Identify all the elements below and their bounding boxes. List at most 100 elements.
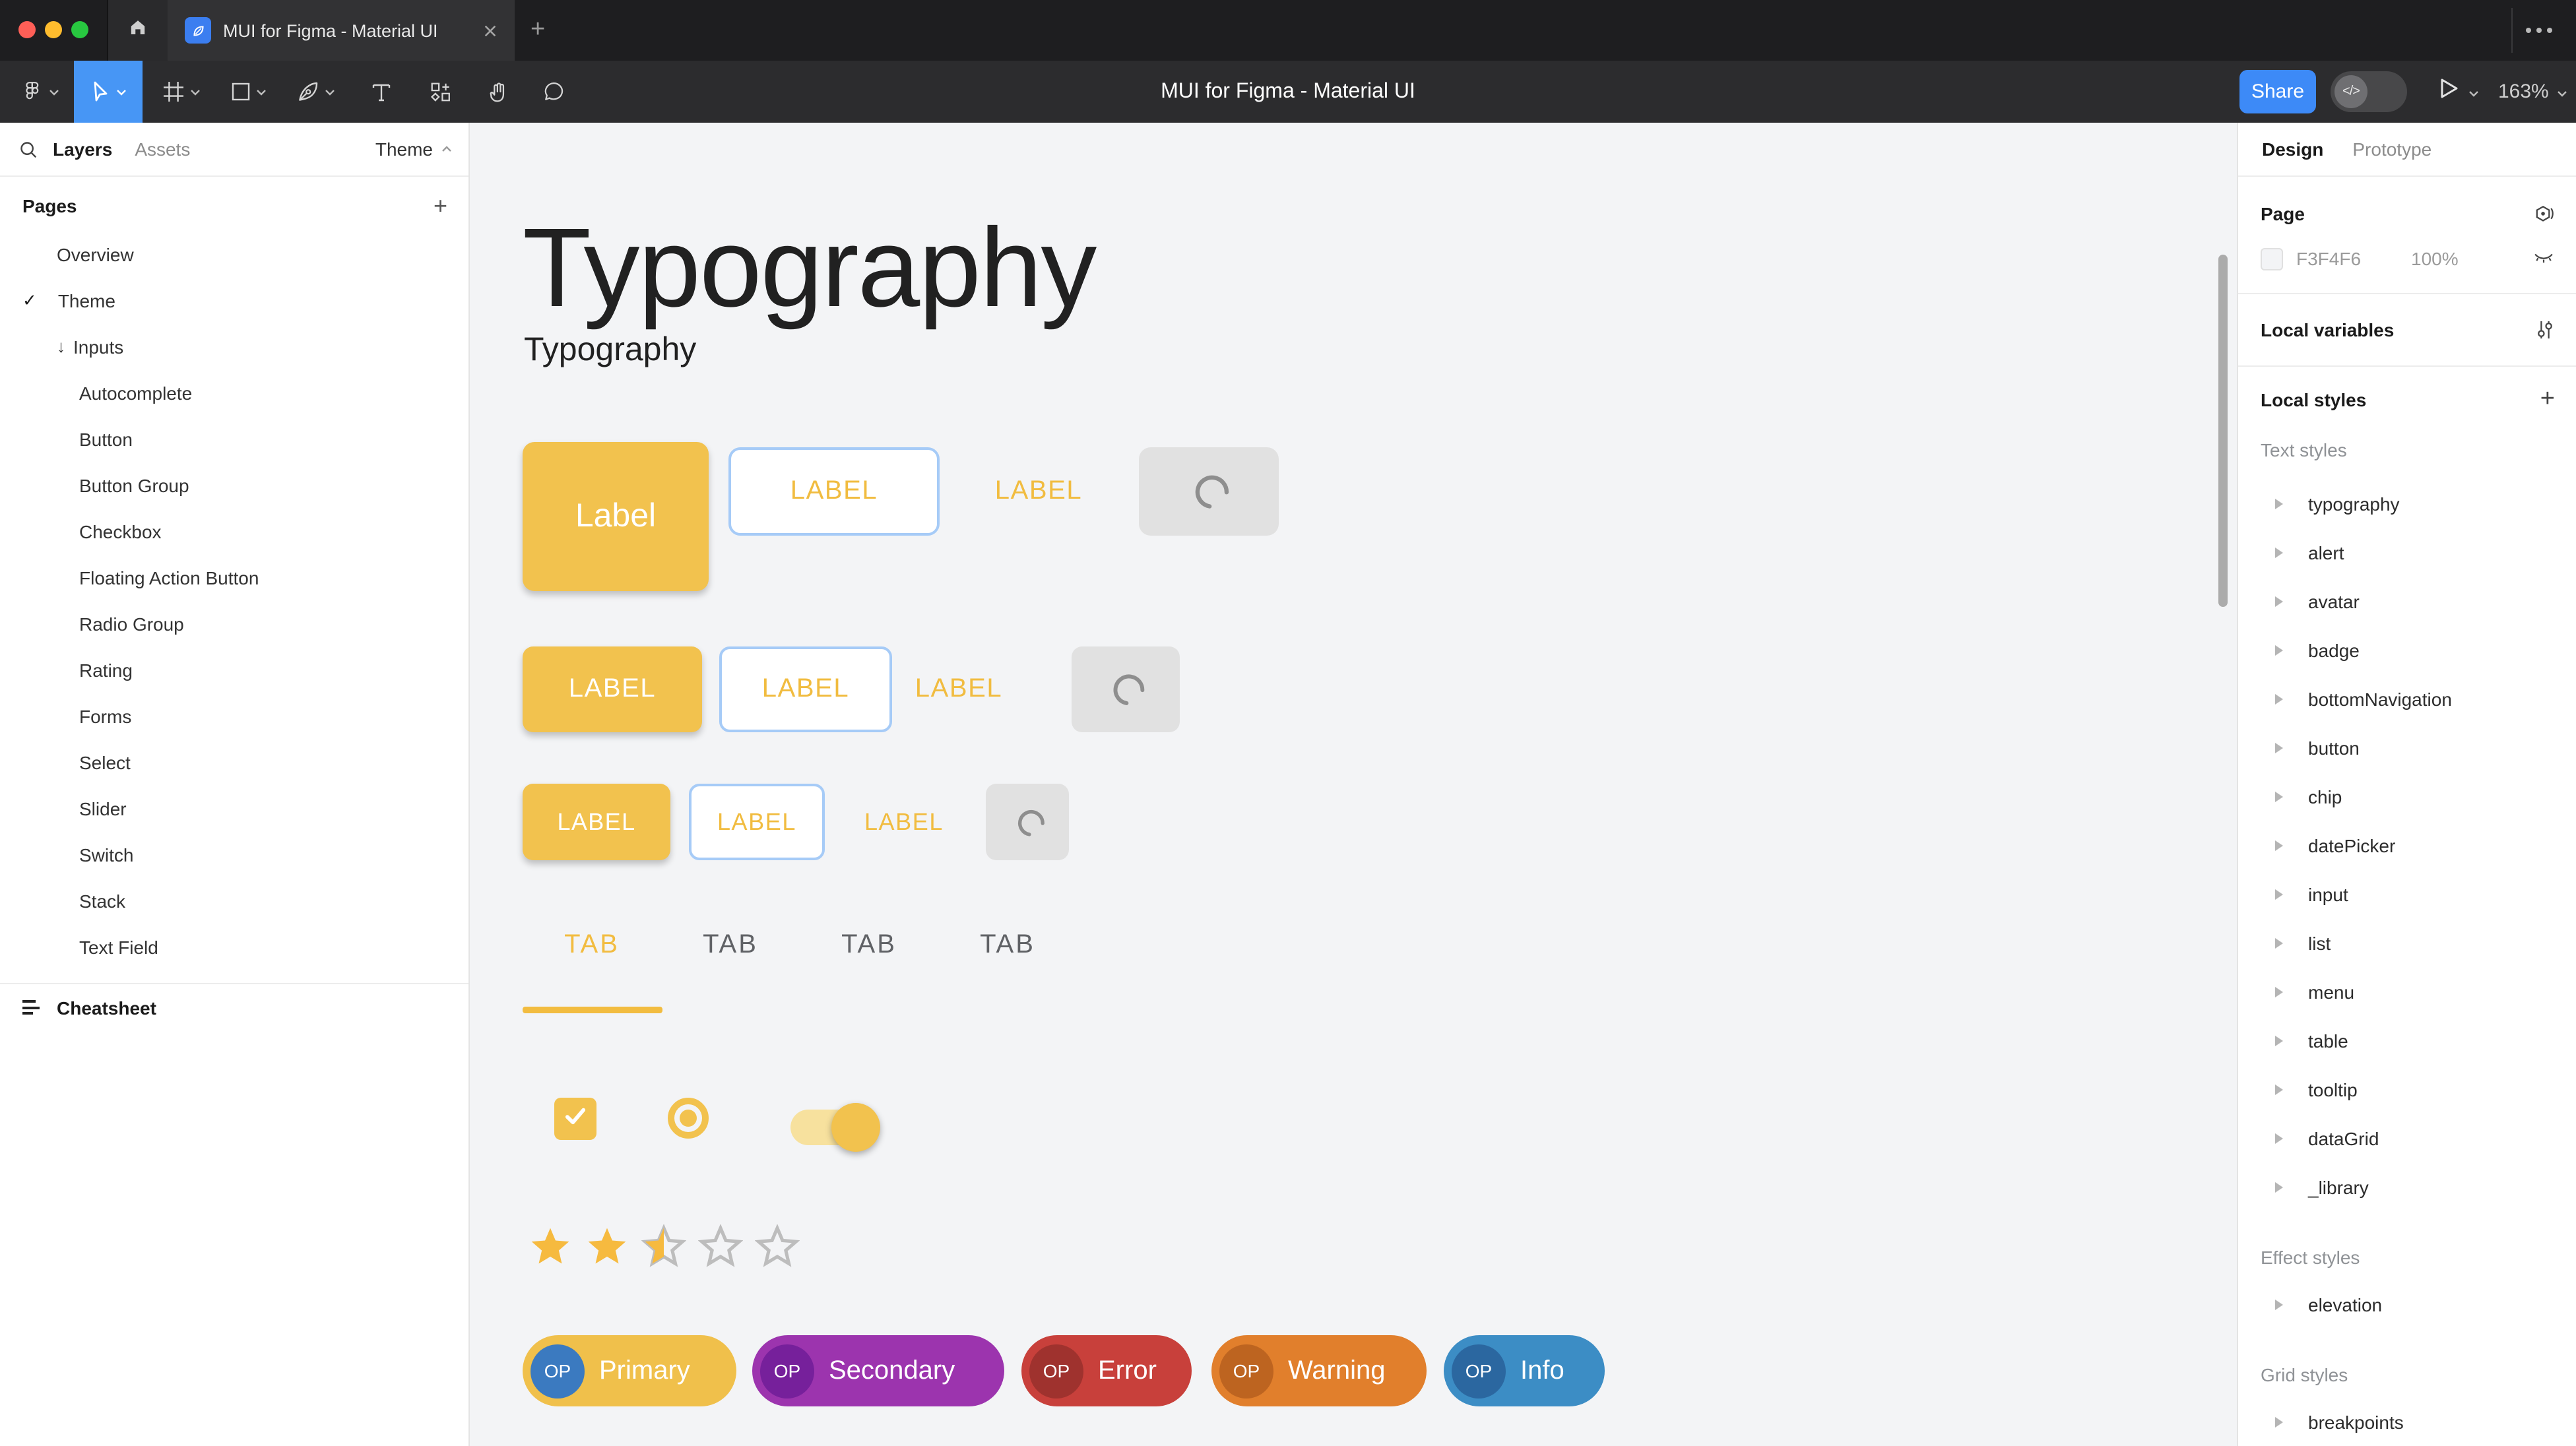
page-color-swatch[interactable]	[2261, 247, 2283, 270]
present-button[interactable]	[2440, 78, 2459, 106]
tab-assets[interactable]: Assets	[135, 139, 191, 160]
disclosure-triangle-icon[interactable]	[2275, 1300, 2283, 1310]
shape-tool-button[interactable]	[219, 61, 277, 123]
resources-tool-button[interactable]	[417, 61, 462, 123]
sidebar-page-radio-group[interactable]: Radio Group	[79, 613, 184, 634]
disclosure-triangle-icon[interactable]	[2275, 938, 2283, 949]
window-close-button[interactable]	[18, 21, 36, 38]
disclosure-triangle-icon[interactable]	[2275, 694, 2283, 705]
text-tool-button[interactable]	[359, 61, 404, 123]
design-canvas[interactable]: Typography Typography Label LABEL LABEL …	[470, 123, 2237, 1446]
present-options-chevron-icon[interactable]	[2468, 80, 2480, 104]
sidebar-page-floating-action-button[interactable]: Floating Action Button	[79, 567, 259, 588]
radio-selected[interactable]	[668, 1098, 709, 1139]
sidebar-page-button[interactable]: Button	[79, 428, 133, 449]
main-menu-button[interactable]	[11, 61, 69, 123]
style-item-menu[interactable]: menu	[2238, 970, 2576, 1015]
disclosure-triangle-icon[interactable]	[2275, 840, 2283, 851]
home-button[interactable]	[107, 0, 168, 61]
sidebar-page-checkbox[interactable]: Checkbox	[79, 520, 162, 542]
style-item-avatar[interactable]: avatar	[2238, 579, 2576, 624]
move-tool-button[interactable]	[74, 61, 143, 123]
disclosure-triangle-icon[interactable]	[2275, 1182, 2283, 1193]
checkbox-checked[interactable]	[554, 1098, 596, 1140]
tab-layers[interactable]: Layers	[53, 139, 113, 160]
star-outline-icon[interactable]	[754, 1224, 800, 1276]
sidebar-page-slider[interactable]: Slider	[79, 798, 127, 819]
window-minimize-button[interactable]	[45, 21, 62, 38]
page-color-hex[interactable]: F3F4F6	[2296, 248, 2362, 269]
chip-primary[interactable]: OP Primary	[523, 1335, 736, 1406]
contained-button-large[interactable]: Label	[523, 442, 709, 591]
disclosure-triangle-icon[interactable]	[2275, 548, 2283, 558]
chip-info[interactable]: OP Info	[1444, 1335, 1605, 1406]
canvas-scrollbar[interactable]	[2218, 255, 2228, 607]
text-button-small[interactable]: LABEL	[864, 808, 944, 834]
style-item-alert[interactable]: alert	[2238, 530, 2576, 575]
disclosure-triangle-icon[interactable]	[2275, 1417, 2283, 1428]
contained-button-small[interactable]: LABEL	[523, 784, 670, 860]
visibility-hidden-eye-icon[interactable]	[2532, 251, 2555, 267]
search-icon[interactable]	[18, 139, 38, 159]
disclosure-triangle-icon[interactable]	[2275, 645, 2283, 656]
variables-sliders-icon[interactable]	[2535, 319, 2555, 340]
loading-button-medium[interactable]	[1072, 646, 1180, 732]
disclosure-triangle-icon[interactable]	[2275, 1084, 2283, 1095]
disclosure-triangle-icon[interactable]	[2275, 1036, 2283, 1046]
outlined-button-small[interactable]: LABEL	[689, 784, 825, 860]
sidebar-page-switch[interactable]: Switch	[79, 844, 134, 865]
style-item-library[interactable]: _library	[2238, 1165, 2576, 1210]
disclosure-triangle-icon[interactable]	[2275, 1133, 2283, 1144]
chip-warning[interactable]: OP Warning	[1211, 1335, 1427, 1406]
style-item-elevation[interactable]: elevation	[2238, 1282, 2576, 1327]
style-item-breakpoints[interactable]: breakpoints	[2238, 1400, 2576, 1445]
sidebar-page-button-group[interactable]: Button Group	[79, 474, 189, 495]
file-tab[interactable]: MUI for Figma - Material UI	[168, 0, 515, 61]
frame-tool-button[interactable]	[150, 61, 211, 123]
add-page-button[interactable]: +	[433, 192, 447, 218]
text-button-medium[interactable]: LABEL	[915, 674, 1003, 703]
disclosure-triangle-icon[interactable]	[2275, 792, 2283, 802]
contained-button-medium[interactable]: LABEL	[523, 646, 702, 732]
page-color-opacity[interactable]: 100%	[2411, 248, 2459, 269]
window-overflow-menu[interactable]	[2526, 28, 2552, 33]
star-half-icon[interactable]	[641, 1224, 686, 1269]
disclosure-triangle-icon[interactable]	[2275, 743, 2283, 753]
chevron-up-icon[interactable]	[441, 145, 453, 153]
disclosure-triangle-icon[interactable]	[2275, 889, 2283, 900]
switch-thumb[interactable]	[831, 1103, 880, 1152]
dev-mode-toggle[interactable]: </>	[2331, 71, 2407, 112]
comment-tool-button[interactable]	[531, 61, 575, 123]
outlined-button-medium[interactable]: LABEL	[719, 646, 892, 732]
style-item-datePicker[interactable]: datePicker	[2238, 823, 2576, 868]
tab-item-selected[interactable]: TAB	[564, 930, 620, 959]
canvas-heading-h1[interactable]: Typography	[523, 206, 1097, 331]
hand-tool-button[interactable]	[475, 61, 520, 123]
sidebar-page-forms[interactable]: Forms	[79, 705, 132, 726]
style-item-tooltip[interactable]: tooltip	[2238, 1067, 2576, 1112]
window-zoom-button[interactable]	[71, 21, 88, 38]
star-filled-icon[interactable]	[585, 1224, 629, 1276]
style-item-bottomNavigation[interactable]: bottomNavigation	[2238, 677, 2576, 722]
tab-design[interactable]: Design	[2262, 139, 2324, 160]
outlined-button-large[interactable]: LABEL	[728, 447, 940, 536]
add-style-button[interactable]: +	[2540, 385, 2555, 413]
sidebar-page-stack[interactable]: Stack	[79, 890, 126, 911]
tab-item[interactable]: TAB	[703, 930, 758, 959]
sidebar-page-select[interactable]: Select	[79, 751, 131, 772]
canvas-heading-h6[interactable]: Typography	[524, 331, 697, 368]
pen-tool-button[interactable]	[285, 61, 346, 123]
style-item-badge[interactable]: badge	[2238, 628, 2576, 673]
style-item-table[interactable]: table	[2238, 1019, 2576, 1063]
zoom-menu[interactable]: 163%	[2498, 61, 2569, 123]
chip-error[interactable]: OP Error	[1021, 1335, 1192, 1406]
star-outline-icon[interactable]	[697, 1224, 744, 1276]
share-button[interactable]: Share	[2239, 70, 2316, 113]
apply-variable-icon[interactable]	[2532, 203, 2555, 225]
style-item-typography[interactable]: typography	[2238, 482, 2576, 526]
sidebar-item-cheatsheet[interactable]: Cheatsheet	[0, 984, 468, 1030]
disclosure-triangle-icon[interactable]	[2275, 987, 2283, 997]
close-tab-icon[interactable]	[483, 23, 498, 38]
style-item-input[interactable]: input	[2238, 872, 2576, 917]
sidebar-page-autocomplete[interactable]: Autocomplete	[79, 382, 193, 403]
